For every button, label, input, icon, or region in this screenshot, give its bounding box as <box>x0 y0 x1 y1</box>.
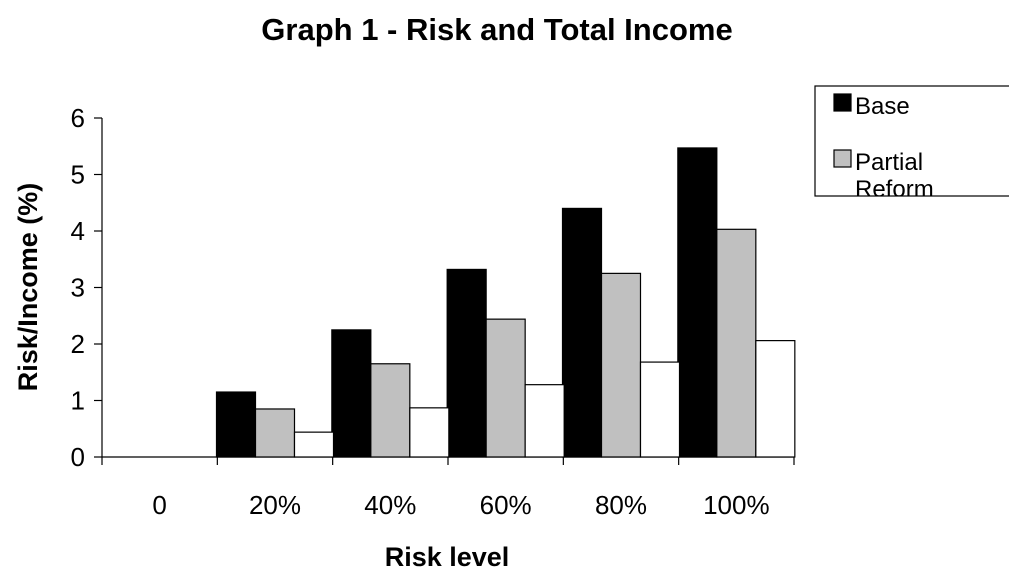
bar-partial-reform <box>254 408 296 458</box>
x-tick-label: 40% <box>364 490 416 520</box>
x-tick-label: 20% <box>249 490 301 520</box>
x-tick-label: 60% <box>480 490 532 520</box>
legend: Base Partial Reform <box>814 85 1009 203</box>
y-tick-label: 5 <box>71 160 85 190</box>
bar-partial-reform <box>600 272 642 458</box>
bar-series-3 <box>639 361 681 458</box>
x-tick-label: 0 <box>152 490 166 520</box>
y-axis-title: Risk/Income (%) <box>13 183 43 392</box>
bar-series-3 <box>755 340 796 458</box>
bar-base <box>561 207 603 458</box>
bar-series-3 <box>409 407 450 458</box>
bar-base <box>331 329 372 458</box>
legend-swatch <box>833 93 852 112</box>
plot-area: 0 1 2 3 4 5 6 0 20% 40% 60% 80% 100% <box>71 103 796 520</box>
y-tick-label: 0 <box>71 442 85 472</box>
bar-series-3 <box>293 431 335 458</box>
legend-label: Partial Reform <box>855 149 934 203</box>
y-tick-label: 2 <box>71 329 85 359</box>
legend-entries: Base Partial Reform <box>833 93 934 203</box>
x-axis-title: Risk level <box>385 542 510 572</box>
bar-partial-reform <box>370 363 411 458</box>
y-tick-label: 4 <box>71 216 85 246</box>
y-tick-label: 6 <box>71 103 85 133</box>
legend-label: Base <box>855 93 910 120</box>
y-tick-label: 1 <box>71 386 85 416</box>
chart-title: Graph 1 - Risk and Total Income <box>261 12 732 47</box>
bar-base <box>677 147 718 458</box>
bar-base <box>215 391 257 458</box>
x-tick-label: 80% <box>595 490 647 520</box>
legend-swatch <box>833 149 852 168</box>
bar-partial-reform <box>716 228 757 458</box>
bar-series-3 <box>524 384 565 458</box>
bar-partial-reform <box>485 318 526 458</box>
x-tick-label: 100% <box>703 490 770 520</box>
bar-base <box>446 268 487 458</box>
y-tick-label: 3 <box>71 273 85 303</box>
